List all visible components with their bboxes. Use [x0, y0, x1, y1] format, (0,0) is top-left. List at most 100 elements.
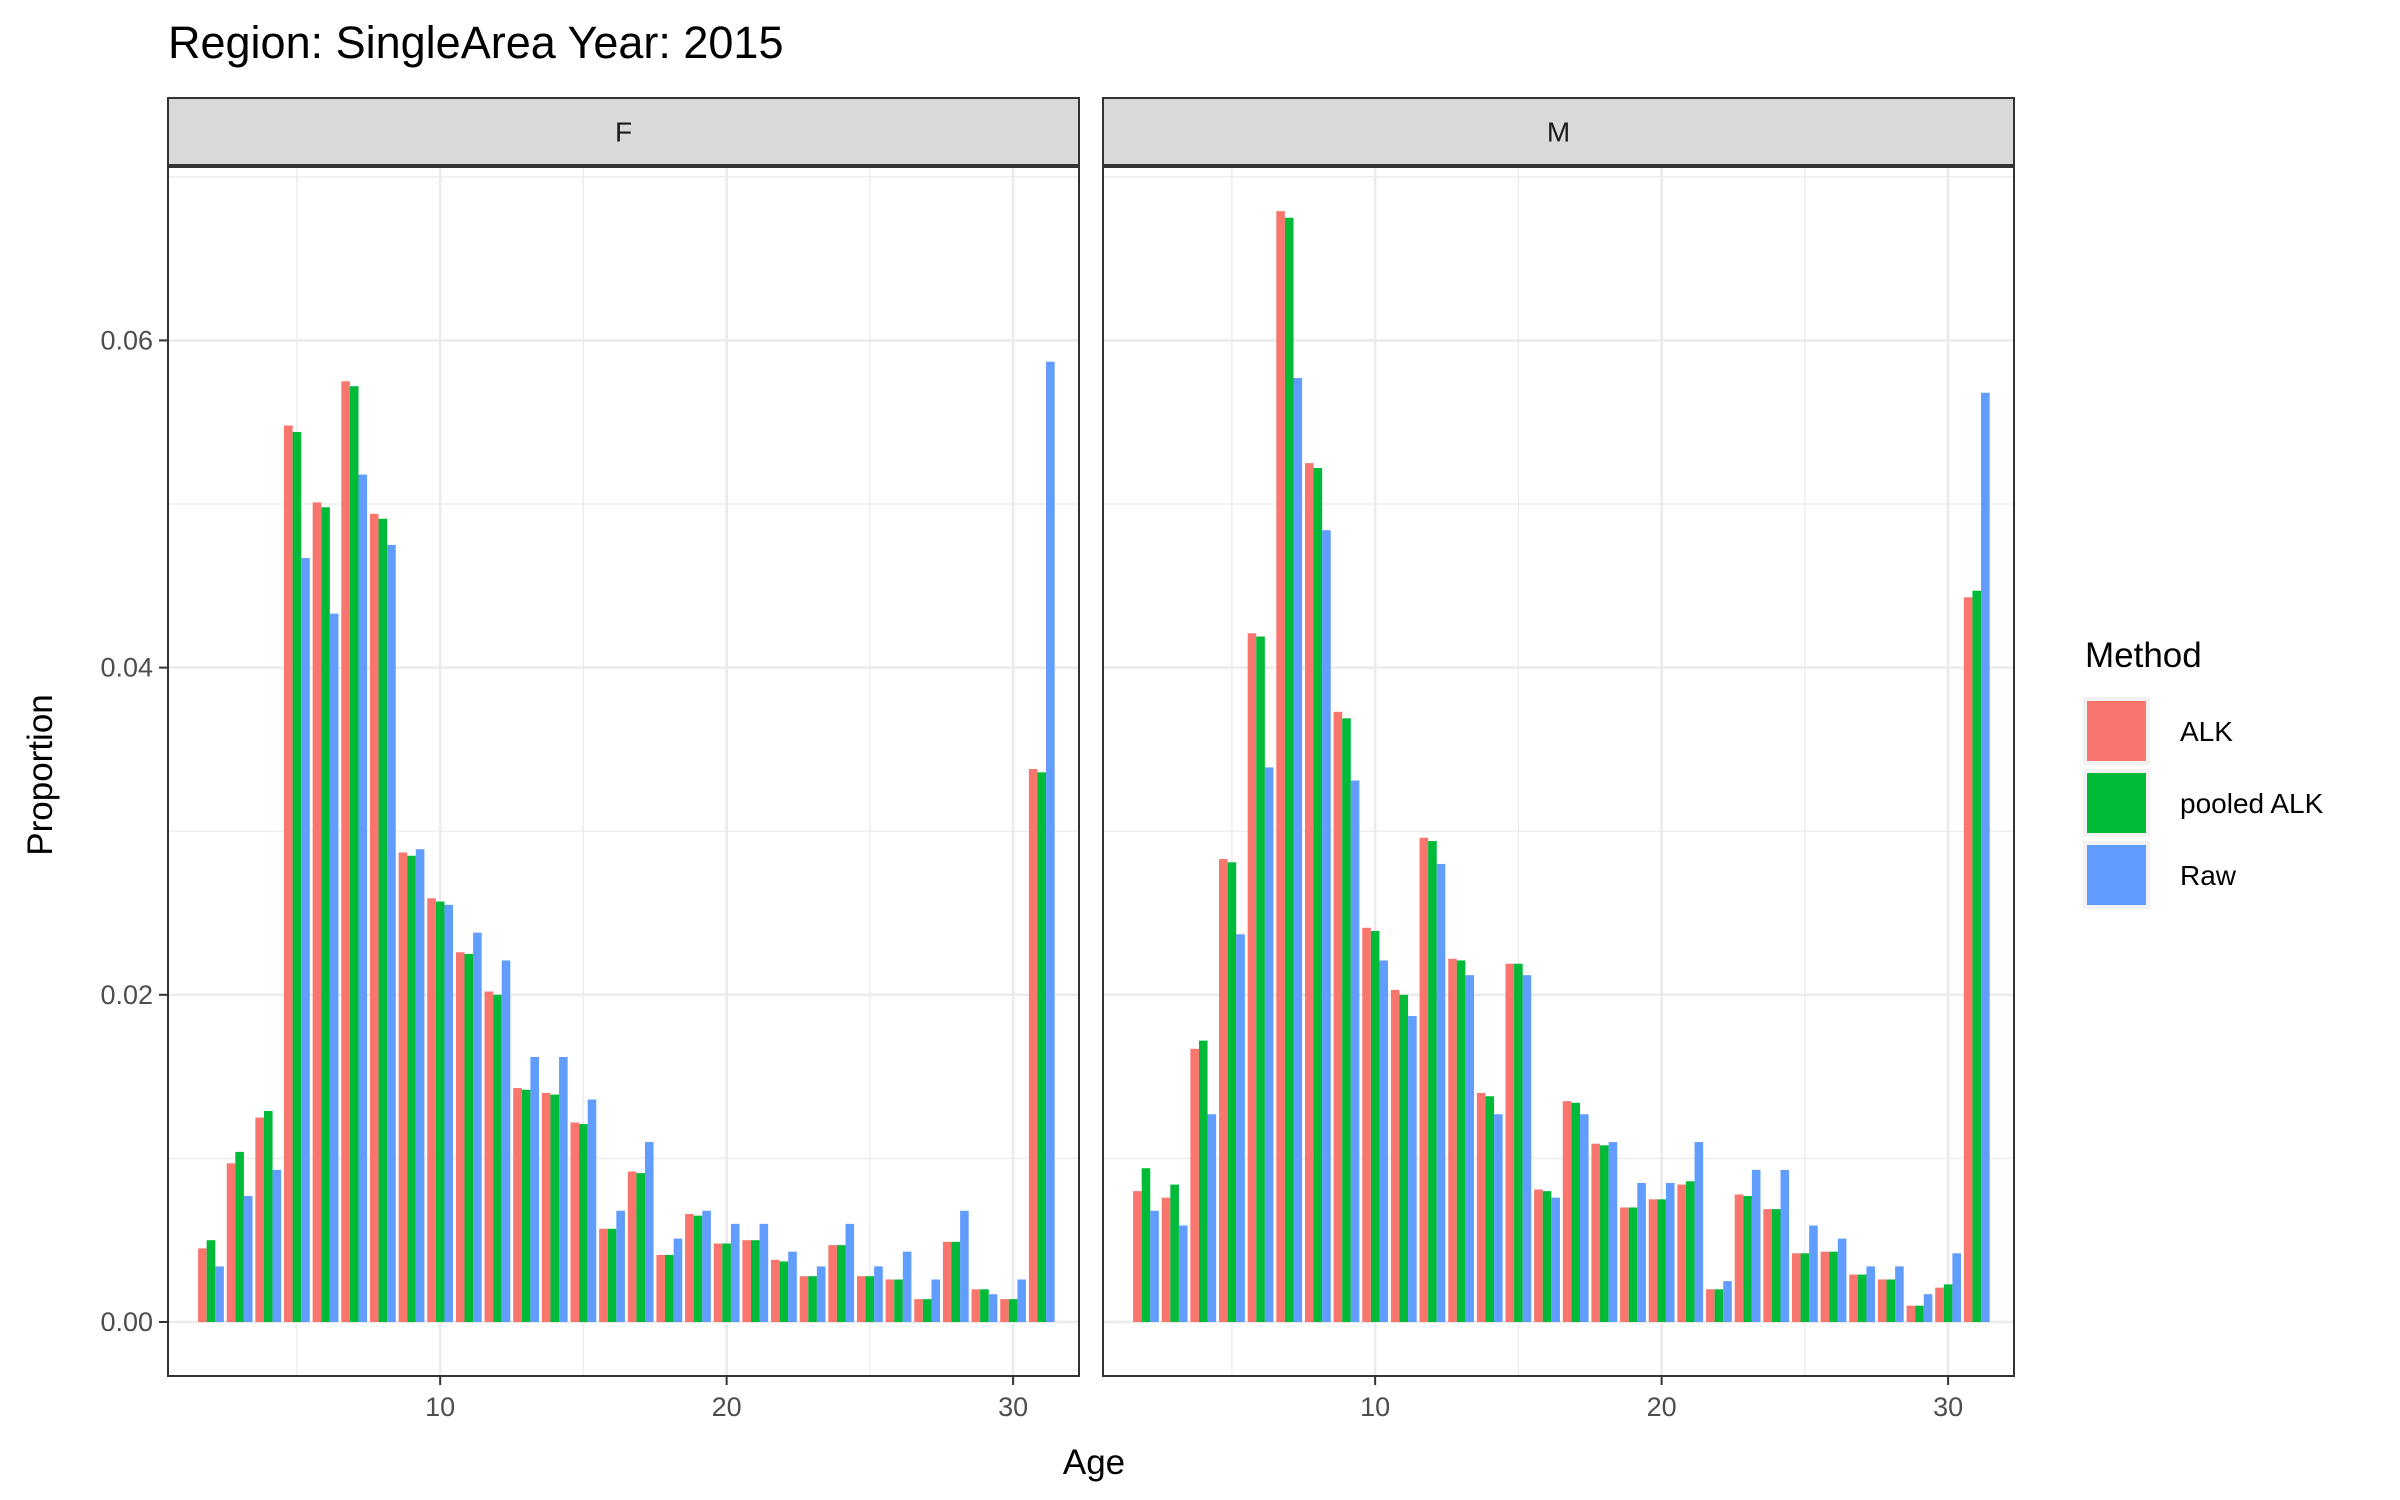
x-tick-label: 30	[998, 1392, 1028, 1422]
bar-M-alk-age-7	[1276, 211, 1285, 1323]
y-axis-title: Proportion	[21, 694, 60, 855]
bar-M-alk-age-22	[1706, 1289, 1715, 1323]
bar-F-alk-age-21	[742, 1240, 751, 1323]
bar-M-raw-age-16	[1551, 1197, 1560, 1323]
bar-M-alk-age-24	[1763, 1209, 1772, 1323]
bar-M-pooled-alk-age-5	[1227, 862, 1237, 1323]
bar-F-pooled-alk-age-17	[636, 1173, 645, 1323]
bar-M-alk-age-19	[1620, 1207, 1629, 1323]
bar-F-raw-age-9	[415, 849, 425, 1323]
x-tick-label: 20	[712, 1392, 742, 1422]
facet-strip	[167, 97, 1080, 166]
bar-M-raw-age-26	[1837, 1238, 1847, 1323]
bar-M-raw-age-11	[1408, 1016, 1417, 1323]
bar-F-pooled-alk-age-18	[665, 1254, 674, 1323]
bar-F-pooled-alk-age-13	[521, 1089, 531, 1323]
bar-M-alk-age-27	[1849, 1274, 1858, 1323]
bar-M-pooled-alk-age-10	[1370, 931, 1380, 1323]
bar-M-raw-age-10	[1379, 960, 1389, 1323]
bar-M-alk-age-16	[1534, 1189, 1543, 1323]
panel-M: M 10 20 30	[1102, 97, 2015, 1422]
bar-F-pooled-alk-age-8	[378, 518, 388, 1323]
bar-F-pooled-alk-age-4	[263, 1110, 273, 1323]
bar-F-pooled-alk-age-25	[865, 1276, 875, 1323]
bar-F-raw-age-12	[501, 960, 511, 1323]
bar-F-raw-age-16	[616, 1210, 625, 1323]
bar-M-alk-age-26	[1820, 1251, 1830, 1323]
bar-M-pooled-alk-age-25	[1800, 1253, 1810, 1323]
bar-M-raw-age-17	[1579, 1114, 1589, 1323]
bar-F-pooled-alk-age-28	[951, 1241, 961, 1323]
bar-F-pooled-alk-age-20	[722, 1243, 731, 1323]
bar-M-pooled-alk-age-31	[1972, 590, 1982, 1323]
bar-M-raw-age-31	[1981, 392, 1990, 1323]
bar-F-alk-age-11	[455, 952, 465, 1323]
bar-M-pooled-alk-age-9	[1342, 718, 1351, 1323]
bar-F-alk-age-6	[312, 502, 322, 1323]
bar-M-pooled-alk-age-26	[1829, 1251, 1838, 1323]
bar-F-raw-age-6	[329, 613, 339, 1323]
bar-M-alk-age-30	[1935, 1287, 1944, 1323]
x-tick-label: 20	[1647, 1392, 1677, 1422]
bar-M-alk-age-5	[1219, 859, 1228, 1323]
bar-M-alk-age-20	[1648, 1199, 1658, 1323]
bar-M-pooled-alk-age-2	[1141, 1168, 1151, 1323]
bar-F-alk-age-25	[856, 1276, 866, 1323]
bar-F-alk-age-7	[341, 381, 350, 1323]
bar-F-alk-age-20	[713, 1243, 723, 1323]
bar-F-pooled-alk-age-19	[693, 1215, 703, 1323]
bar-F-pooled-alk-age-31	[1037, 772, 1047, 1323]
bar-F-pooled-alk-age-14	[550, 1094, 560, 1323]
bar-F-raw-age-14	[559, 1056, 568, 1323]
bar-F-pooled-alk-age-6	[321, 507, 330, 1323]
bar-M-raw-age-29	[1923, 1294, 1933, 1323]
x-tick-label: 10	[1360, 1392, 1390, 1422]
bar-M-pooled-alk-age-29	[1915, 1305, 1924, 1323]
bar-F-pooled-alk-age-22	[779, 1261, 789, 1323]
bar-F-alk-age-17	[627, 1171, 637, 1323]
bar-M-raw-age-20	[1665, 1182, 1675, 1323]
bar-F-alk-age-18	[656, 1254, 666, 1323]
bar-F-alk-age-3	[226, 1163, 236, 1323]
bar-M-pooled-alk-age-8	[1313, 468, 1323, 1323]
bar-F-alk-age-19	[685, 1214, 694, 1323]
bar-F-pooled-alk-age-9	[407, 855, 416, 1323]
bars	[198, 361, 1055, 1323]
bar-M-alk-age-11	[1390, 989, 1400, 1323]
bar-F-raw-age-20	[730, 1223, 740, 1323]
bar-M-pooled-alk-age-21	[1685, 1181, 1695, 1323]
bar-F-raw-age-21	[759, 1223, 769, 1323]
bar-M-alk-age-2	[1133, 1191, 1142, 1323]
bar-M-pooled-alk-age-13	[1456, 960, 1466, 1323]
bar-M-alk-age-13	[1448, 958, 1457, 1323]
bar-M-raw-age-15	[1522, 975, 1532, 1323]
bar-M-pooled-alk-age-7	[1284, 217, 1294, 1323]
bar-M-pooled-alk-age-11	[1399, 994, 1409, 1323]
bar-M-raw-age-27	[1866, 1266, 1876, 1323]
bar-M-alk-age-31	[1963, 597, 1973, 1323]
bar-M-alk-age-10	[1362, 927, 1371, 1323]
x-tick-label: 30	[1933, 1392, 1963, 1422]
bar-F-alk-age-2	[198, 1248, 207, 1323]
bar-M-pooled-alk-age-18	[1600, 1145, 1609, 1323]
bar-M-alk-age-29	[1906, 1305, 1916, 1323]
bar-F-alk-age-12	[484, 991, 494, 1323]
bar-F-raw-age-13	[530, 1056, 539, 1323]
bar-F-pooled-alk-age-27	[922, 1299, 932, 1323]
bar-F-raw-age-24	[845, 1223, 855, 1323]
bar-M-raw-age-18	[1608, 1142, 1618, 1323]
bar-F-alk-age-16	[599, 1228, 608, 1323]
bar-M-pooled-alk-age-17	[1571, 1102, 1580, 1323]
bar-M-raw-age-3	[1178, 1225, 1188, 1323]
bar-M-raw-age-30	[1952, 1253, 1962, 1323]
bar-M-pooled-alk-age-19	[1628, 1207, 1638, 1323]
bar-M-pooled-alk-age-12	[1428, 841, 1437, 1323]
legend-key-raw	[2087, 845, 2146, 905]
bar-M-raw-age-8	[1322, 530, 1331, 1323]
bar-F-raw-age-15	[587, 1099, 597, 1323]
bar-F-alk-age-27	[914, 1299, 923, 1323]
bar-F-alk-age-22	[771, 1259, 780, 1323]
bar-F-raw-age-2	[215, 1266, 224, 1323]
bar-M-raw-age-24	[1780, 1169, 1790, 1323]
bar-M-alk-age-28	[1877, 1279, 1887, 1323]
